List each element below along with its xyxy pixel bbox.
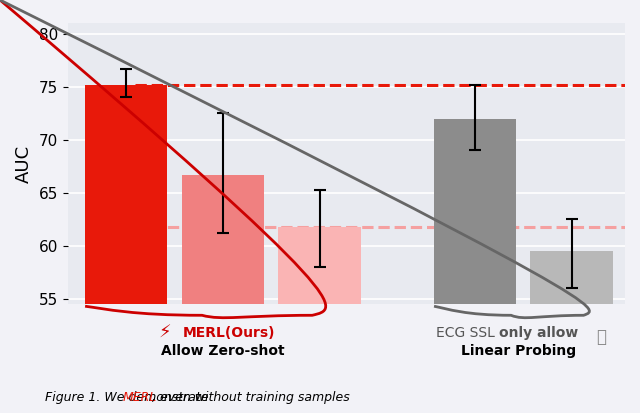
Text: MERL(Ours): MERL(Ours): [183, 326, 275, 340]
Bar: [278, 227, 361, 413]
Bar: [84, 85, 167, 413]
Text: MERL: MERL: [122, 391, 157, 404]
Text: ⏳: ⏳: [596, 328, 607, 346]
Bar: [433, 119, 516, 413]
Text: Linear Probing: Linear Probing: [461, 344, 576, 358]
Bar: [531, 251, 613, 413]
Text: Allow Zero-shot: Allow Zero-shot: [161, 344, 285, 358]
Text: , even without training samples: , even without training samples: [152, 391, 349, 404]
Text: ⚡: ⚡: [159, 324, 172, 342]
Text: Figure 1. We demonstrate: Figure 1. We demonstrate: [45, 391, 212, 404]
Bar: [182, 175, 264, 413]
Y-axis label: AUC: AUC: [15, 145, 33, 183]
Text: ECG SSL: ECG SSL: [436, 326, 499, 340]
Text: only allow: only allow: [499, 326, 579, 340]
